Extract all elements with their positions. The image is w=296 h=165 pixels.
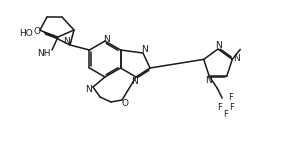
Text: O: O [33,28,41,36]
Text: F: F [228,93,233,102]
Text: N: N [132,77,138,85]
Text: N: N [63,36,69,46]
Text: N: N [141,46,148,54]
Text: N: N [103,35,110,45]
Text: N: N [215,40,221,50]
Text: F: F [229,103,234,112]
Text: O: O [121,99,128,109]
Text: NH: NH [37,50,51,59]
Text: F: F [223,110,228,119]
Text: F: F [217,103,222,112]
Text: N: N [86,85,92,95]
Text: HO: HO [19,30,33,38]
Text: N: N [233,54,240,63]
Text: N: N [205,76,212,85]
